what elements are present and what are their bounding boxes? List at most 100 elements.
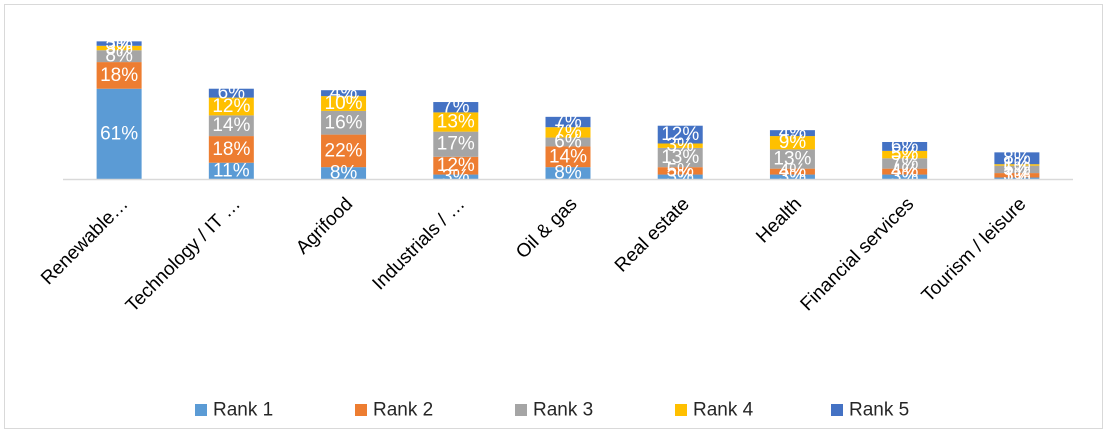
data-label-rank-5-industrials: 7% <box>442 97 470 118</box>
bar-rank-5-agrifood <box>321 90 367 97</box>
data-label-rank-5-tourism-leisure: 8% <box>1003 148 1031 169</box>
bars-group: 61%18%8%3%3%11%18%14%12%6%8%22%16%10%4%3… <box>96 33 1040 189</box>
data-label-rank-3-health: 13% <box>773 149 811 170</box>
data-label-rank-1-renewable: 61% <box>100 123 138 144</box>
bar-rank-2-oil-gas <box>545 146 591 168</box>
data-label-rank-4-agrifood: 10% <box>325 93 363 114</box>
legend-label-rank-5: Rank 5 <box>849 400 909 421</box>
stacked-bar-chart: 61%18%8%3%3%11%18%14%12%6%8%22%16%10%4%3… <box>37 33 1073 421</box>
data-label-rank-5-technology-it: 6% <box>218 83 246 104</box>
bar-rank-2-health <box>769 168 815 175</box>
bar-rank-1-technology-it <box>208 162 254 179</box>
bar-rank-4-technology-it <box>208 97 254 116</box>
data-label-rank-5-real-estate: 12% <box>661 124 699 145</box>
legend-swatch-rank-5 <box>831 404 843 416</box>
data-label-rank-4-health: 9% <box>779 132 807 153</box>
data-label-rank-1-real-estate: 3% <box>666 166 694 187</box>
data-label-rank-5-renewable: 3% <box>105 33 133 54</box>
legend-label-rank-3: Rank 3 <box>533 400 593 421</box>
data-label-rank-2-renewable: 18% <box>100 65 138 86</box>
bar-rank-4-industrials <box>433 112 479 132</box>
data-label-rank-5-health: 4% <box>779 123 807 144</box>
category-label-tourism-leisure: Tourism / leisure <box>918 194 1031 307</box>
bar-rank-2-tourism-leisure <box>994 173 1040 178</box>
bar-rank-4-renewable <box>96 45 142 51</box>
bar-rank-2-real-estate <box>657 167 703 175</box>
data-label-rank-3-oil-gas: 6% <box>554 132 582 153</box>
data-label-rank-3-technology-it: 14% <box>212 115 250 136</box>
data-label-rank-1-health: 3% <box>779 166 807 187</box>
data-label-rank-2-industrials: 12% <box>437 155 475 176</box>
bar-rank-4-tourism-leisure <box>994 164 1040 166</box>
bar-rank-4-financial-services <box>882 150 928 159</box>
data-label-rank-3-renewable: 8% <box>105 46 133 67</box>
data-label-rank-3-financial-services: 7% <box>891 153 919 174</box>
data-label-rank-3-industrials: 17% <box>437 134 475 155</box>
legend-label-rank-2: Rank 2 <box>373 400 433 421</box>
bar-rank-5-real-estate <box>657 125 703 144</box>
data-label-rank-3-real-estate: 13% <box>661 147 699 168</box>
legend-swatch-rank-3 <box>515 404 527 416</box>
bar-rank-1-oil-gas <box>545 167 591 179</box>
data-label-rank-2-financial-services: 4% <box>891 161 919 182</box>
data-label-rank-1-tourism-leisure: 1% <box>1003 168 1031 189</box>
data-label-rank-5-agrifood: 4% <box>330 83 358 104</box>
legend-swatch-rank-2 <box>355 404 367 416</box>
chart-frame: 61% 18% 8% 3% 3% 11% 18% 14% 12% 6% 8% 22% 16% 10% 4% 3… <box>4 4 1103 429</box>
bar-rank-1-industrials <box>433 174 479 179</box>
bar-rank-2-technology-it <box>208 136 254 163</box>
data-label-rank-4-financial-services: 5% <box>891 144 919 165</box>
legend-label-rank-1: Rank 1 <box>213 400 273 421</box>
bar-rank-4-agrifood <box>321 96 367 111</box>
bar-rank-1-agrifood <box>321 167 367 179</box>
data-label-rank-4-oil-gas: 7% <box>554 122 582 143</box>
bar-rank-2-financial-services <box>882 168 928 175</box>
category-label-real-estate: Real estate <box>611 194 694 277</box>
bar-rank-3-real-estate <box>657 147 703 168</box>
data-label-rank-2-oil-gas: 14% <box>549 146 587 167</box>
data-label-rank-1-agrifood: 8% <box>330 163 358 184</box>
category-label-renewable: Renewable… <box>37 194 133 290</box>
legend-label-rank-4: Rank 4 <box>693 400 754 421</box>
bar-rank-3-tourism-leisure <box>994 165 1040 174</box>
data-label-rank-3-agrifood: 16% <box>325 112 363 133</box>
legend: Rank 1 Rank 2 Rank 3 Rank 4 Rank 5 <box>195 400 909 421</box>
legend-swatch-rank-4 <box>675 404 687 416</box>
bar-rank-1-tourism-leisure <box>994 177 1040 179</box>
data-label-rank-1-technology-it: 11% <box>213 160 250 181</box>
bar-rank-4-real-estate <box>657 143 703 148</box>
bar-rank-3-renewable <box>96 50 142 63</box>
data-label-rank-4-technology-it: 12% <box>212 96 250 117</box>
bar-rank-5-health <box>769 130 815 137</box>
data-label-rank-2-technology-it: 18% <box>212 139 250 160</box>
bar-rank-5-tourism-leisure <box>994 152 1040 165</box>
bar-rank-3-health <box>769 149 815 169</box>
data-label-rank-2-health: 4% <box>779 161 807 182</box>
data-label-rank-3-tourism-leisure: 5% <box>1003 159 1031 180</box>
data-label-rank-2-real-estate: 5% <box>666 160 694 181</box>
data-label-rank-1-industrials: 3% <box>442 166 470 187</box>
bar-rank-5-industrials <box>433 102 479 113</box>
data-label-rank-1-financial-services: 3% <box>891 166 919 187</box>
category-label-health: Health <box>752 194 806 248</box>
data-label-rank-4-renewable: 3% <box>105 38 133 59</box>
bar-rank-3-technology-it <box>208 115 254 137</box>
category-label-technology-it: Technology / IT … <box>122 194 245 317</box>
category-label-financial-services: Financial services <box>797 194 919 316</box>
bar-rank-2-renewable <box>96 62 142 89</box>
bar-rank-4-health <box>769 136 815 150</box>
bar-rank-5-financial-services <box>882 142 928 151</box>
bar-rank-1-real-estate <box>657 174 703 179</box>
data-label-rank-1-oil-gas: 8% <box>554 163 582 184</box>
legend-swatch-rank-1 <box>195 404 207 416</box>
category-label-industrials: Industrials / … <box>369 194 470 295</box>
category-labels-group: Renewable…Technology / IT … Agrifood Indus… <box>37 194 1030 317</box>
data-label-rank-4-industrials: 13% <box>437 112 475 133</box>
bar-rank-2-agrifood <box>321 134 367 168</box>
bar-rank-5-technology-it <box>208 88 254 98</box>
data-label-rank-5-financial-services: 6% <box>891 136 919 157</box>
bar-rank-3-agrifood <box>321 110 367 135</box>
bar-rank-2-industrials <box>433 156 479 175</box>
data-label-rank-4-tourism-leisure: 1% <box>1003 154 1031 175</box>
bar-rank-4-oil-gas <box>545 127 591 138</box>
